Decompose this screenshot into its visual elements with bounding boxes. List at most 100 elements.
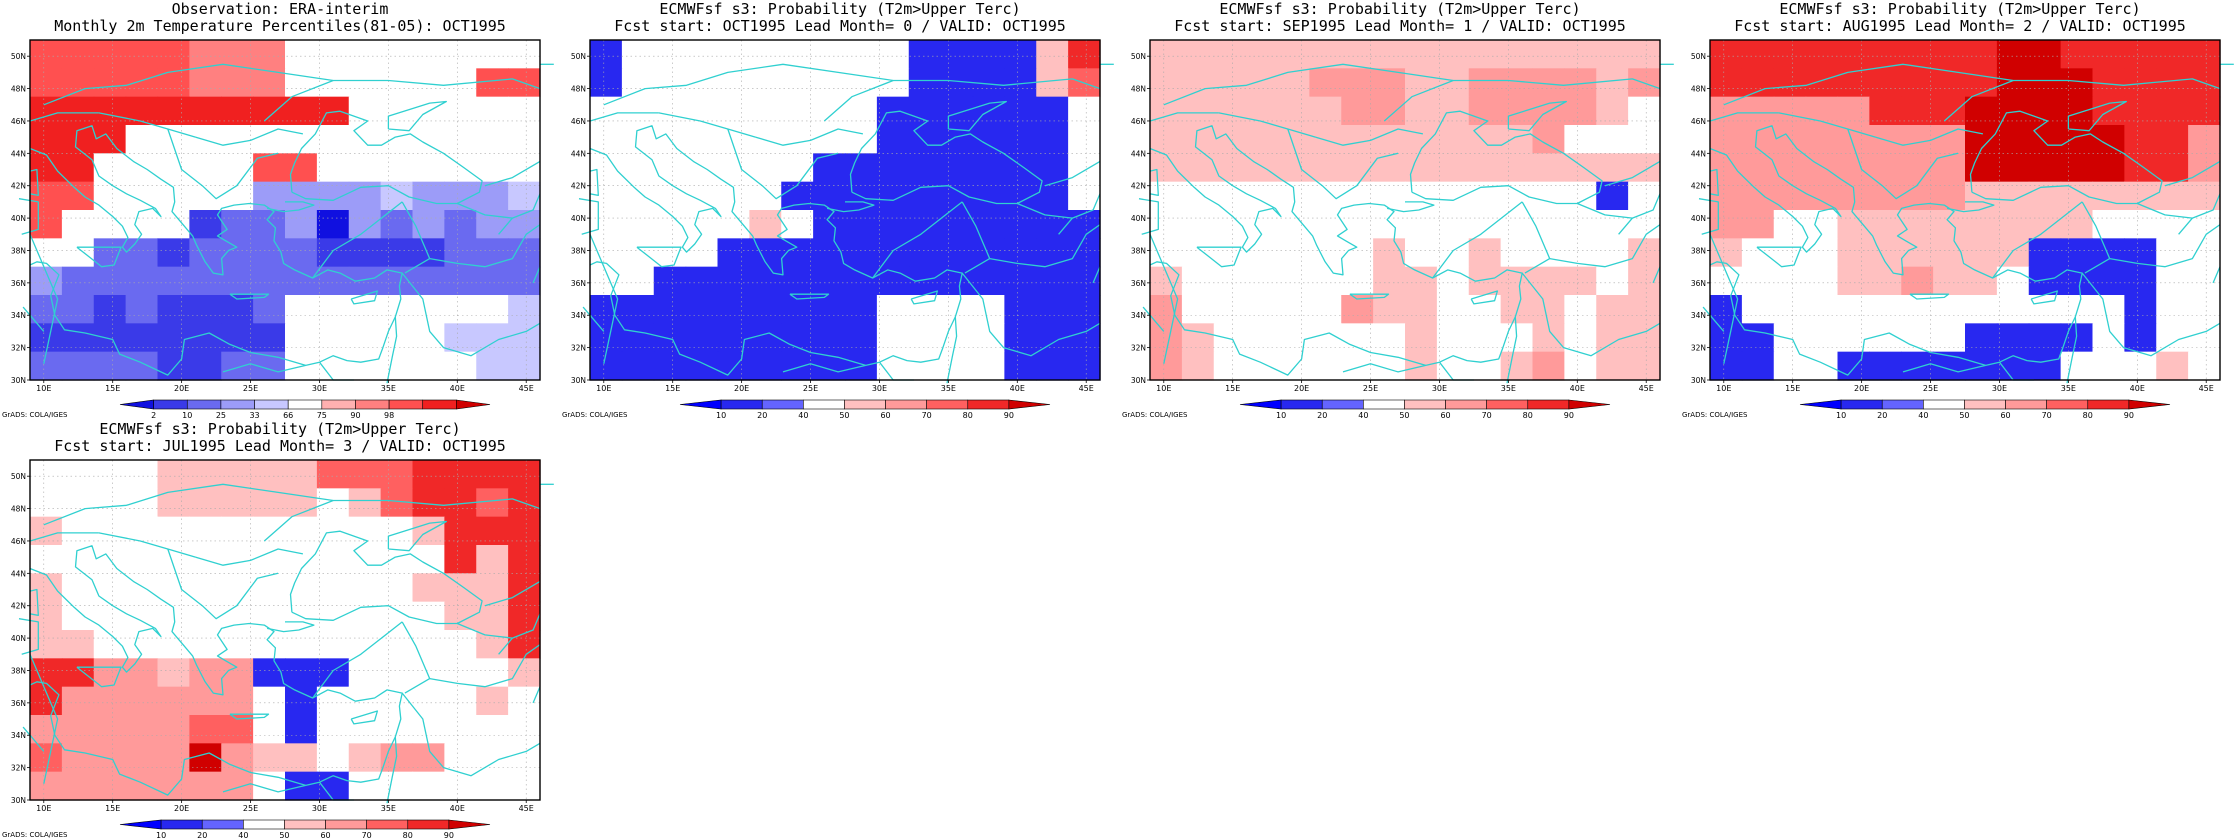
heatmap-cell bbox=[61, 181, 95, 211]
lat-tick-label: 36N bbox=[571, 279, 586, 288]
colorbar-swatch bbox=[1527, 399, 1570, 410]
heatmap-cell bbox=[1933, 266, 1966, 296]
heatmap-cell bbox=[412, 686, 445, 716]
heatmap-cell bbox=[30, 488, 63, 518]
heatmap-cell bbox=[1965, 210, 1998, 239]
colorbar-swatch bbox=[456, 399, 491, 410]
heatmap-cell bbox=[508, 295, 541, 324]
coastline bbox=[350, 290, 379, 305]
colorbar-label: 98 bbox=[384, 411, 394, 420]
map-panel-1: Observation: ERA-interim Monthly 2m Tempe… bbox=[0, 0, 560, 420]
lat-tick-label: 48N bbox=[1131, 85, 1146, 94]
lon-tick-label: 35E bbox=[381, 384, 396, 393]
colorbar-label: 40 bbox=[1358, 411, 1368, 420]
heatmap-cell bbox=[1373, 181, 1406, 211]
heatmap-cell bbox=[1245, 68, 1279, 98]
heatmap-cell bbox=[1341, 40, 1374, 69]
heatmap-cell bbox=[1741, 266, 1775, 296]
heatmap-cell bbox=[685, 40, 719, 69]
heatmap-cell bbox=[1837, 323, 1870, 353]
heatmap-cell bbox=[412, 460, 445, 489]
heatmap-cell bbox=[316, 573, 350, 603]
heatmap-cell bbox=[1869, 210, 1902, 239]
heatmap-cell bbox=[1277, 210, 1310, 239]
heatmap-cell bbox=[157, 295, 190, 324]
heatmap-cell bbox=[1181, 68, 1215, 98]
heatmap-cell bbox=[2028, 96, 2062, 126]
heatmap-cell bbox=[940, 40, 974, 69]
heatmap-cell bbox=[1710, 153, 1743, 183]
colorbar-label: 10 bbox=[182, 411, 192, 420]
panel-title: ECMWFsf s3: Probability (T2m>Upper Terc) bbox=[659, 0, 1021, 18]
colorbar-label: 80 bbox=[2083, 411, 2093, 420]
heatmap-cell bbox=[1996, 68, 2030, 98]
heatmap-cell bbox=[93, 658, 127, 688]
heatmap-cell bbox=[61, 238, 95, 268]
heatmap-cell bbox=[508, 516, 541, 546]
heatmap-cell bbox=[444, 516, 477, 546]
heatmap-cell bbox=[1181, 238, 1215, 268]
heatmap-cell bbox=[1564, 96, 1597, 126]
heatmap-cell bbox=[1837, 68, 1870, 98]
heatmap-cell bbox=[1036, 238, 1069, 268]
colorbar-swatch bbox=[967, 399, 1010, 410]
heatmap-cell bbox=[1596, 96, 1629, 126]
heatmap-cell bbox=[157, 323, 190, 353]
heatmap-cell bbox=[508, 630, 541, 659]
heatmap-cell bbox=[316, 40, 350, 69]
heatmap-cell bbox=[908, 323, 942, 353]
lat-tick-label: 34N bbox=[11, 731, 26, 740]
colorbar-label: 66 bbox=[283, 411, 293, 420]
heatmap-cell bbox=[1933, 40, 1966, 69]
heatmap-cell bbox=[1500, 96, 1534, 126]
heatmap-cell bbox=[2156, 295, 2189, 324]
coastline bbox=[1149, 168, 1159, 197]
coastline bbox=[1432, 201, 1523, 279]
heatmap-cell bbox=[348, 125, 382, 154]
heatmap-cell bbox=[253, 516, 286, 546]
heatmap-cell bbox=[1596, 351, 1629, 381]
heatmap-cell bbox=[1996, 125, 2030, 154]
heatmap-cell bbox=[2060, 351, 2094, 381]
heatmap-cell bbox=[253, 658, 286, 688]
colorbar: 10 20 40 50 60 70 80 90 bbox=[1239, 399, 1611, 420]
heatmap-cell bbox=[1309, 68, 1342, 98]
heatmap-cell bbox=[476, 488, 509, 518]
heatmap-cell bbox=[125, 295, 159, 324]
heatmap-cell bbox=[221, 153, 254, 183]
colorbar-label: 70 bbox=[1482, 411, 1492, 420]
heatmap-cell bbox=[1245, 40, 1279, 69]
heatmap-cell bbox=[1869, 96, 1902, 126]
heatmap-cell bbox=[30, 601, 63, 631]
heatmap-cell bbox=[2188, 266, 2221, 296]
coastline bbox=[76, 246, 122, 268]
heatmap-cell bbox=[1596, 153, 1629, 183]
heatmap-cell bbox=[316, 210, 350, 239]
heatmap-cell bbox=[412, 715, 445, 744]
heatmap-cell bbox=[2124, 323, 2157, 353]
lon-tick-label: 15E bbox=[105, 804, 120, 813]
heatmap-cell bbox=[749, 68, 782, 98]
heatmap-cell bbox=[125, 153, 159, 183]
heatmap-cell bbox=[1341, 68, 1374, 98]
lat-tick-label: 44N bbox=[11, 569, 26, 578]
heatmap-cell bbox=[30, 181, 63, 211]
lat-tick-label: 44N bbox=[11, 149, 26, 158]
heatmap-cell bbox=[653, 96, 687, 126]
coastline bbox=[1349, 293, 1390, 300]
heatmap-cell bbox=[1068, 40, 1101, 69]
heatmap-cell bbox=[61, 630, 95, 659]
heatmap-cell bbox=[285, 295, 318, 324]
lat-tick-label: 36N bbox=[11, 279, 26, 288]
colorbar-label: 33 bbox=[249, 411, 259, 420]
coastlines bbox=[578, 63, 1114, 384]
heatmap-cell bbox=[444, 266, 477, 296]
heatmap-cell bbox=[316, 488, 350, 518]
lat-tick-label: 48N bbox=[1691, 85, 1706, 94]
heatmap-cell bbox=[157, 351, 190, 381]
heatmap-cell bbox=[940, 96, 974, 126]
heatmap-cell bbox=[316, 715, 350, 744]
heatmap-cell bbox=[1036, 96, 1069, 126]
heatmap-cell bbox=[348, 210, 382, 239]
coastline bbox=[2067, 100, 2127, 132]
